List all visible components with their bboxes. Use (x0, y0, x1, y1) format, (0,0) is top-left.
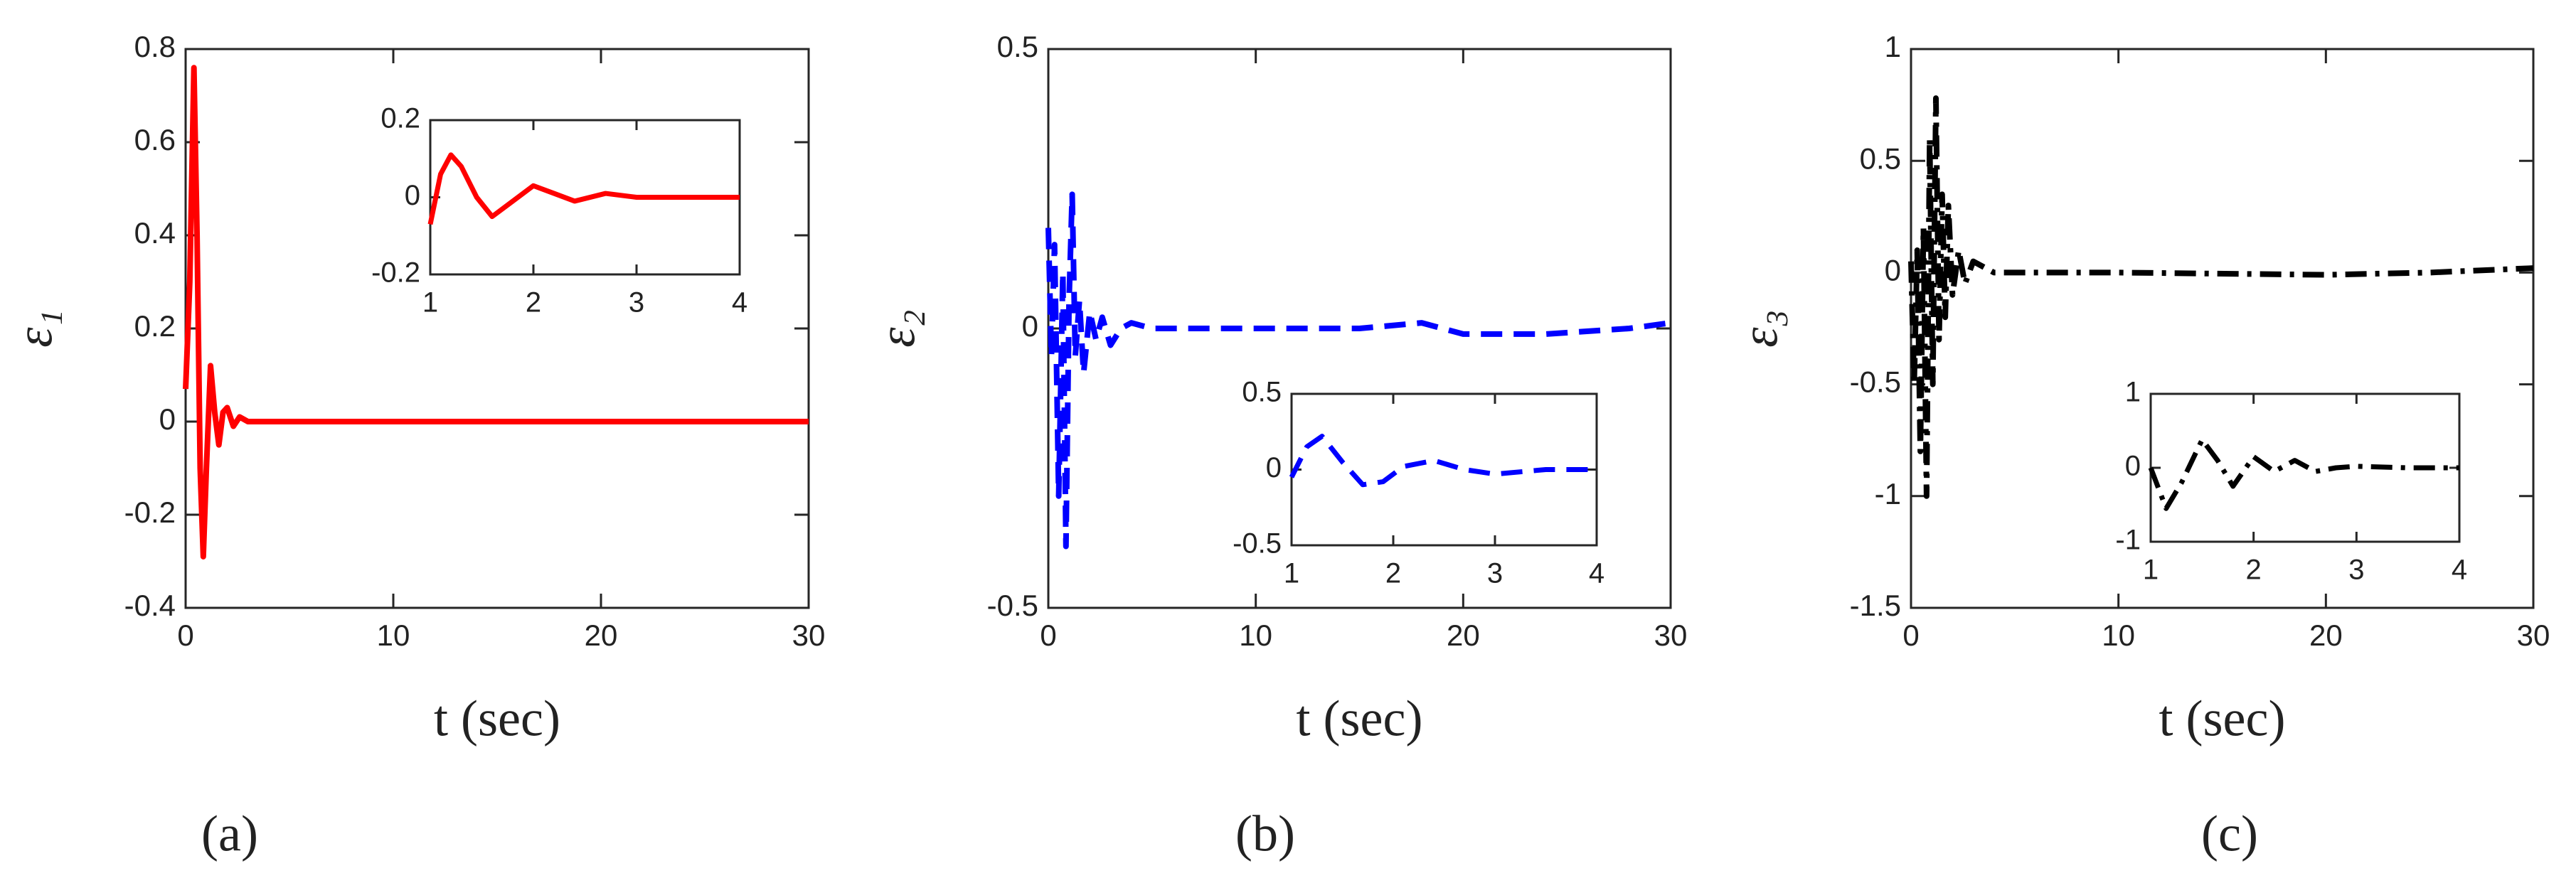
y-tick-label: 0 (159, 402, 176, 436)
x-tick-label: 3 (1487, 558, 1503, 589)
x-tick-label: 30 (1654, 619, 1688, 652)
y-tick-label: 0 (405, 180, 420, 211)
panel-caption: (b) (1235, 805, 1295, 862)
x-tick-label: 4 (1589, 558, 1604, 589)
x-tick-label: 2 (1385, 558, 1401, 589)
x-tick-label: 1 (1284, 558, 1299, 589)
x-tick-label: 30 (2517, 619, 2550, 652)
y-tick-label: 1 (2125, 377, 2141, 408)
y-axis-label: ε₂ (869, 309, 926, 347)
y-tick-label: 0.4 (134, 216, 176, 250)
panel-caption: (c) (2201, 805, 2258, 862)
y-tick-label: 0.2 (134, 309, 176, 343)
x-tick-label: 0 (177, 619, 193, 652)
y-tick-label: -0.2 (371, 257, 420, 289)
x-tick-label: 2 (2246, 555, 2262, 586)
x-tick-label: 10 (1239, 619, 1272, 652)
series-line (2148, 437, 2459, 511)
x-tick-label: 2 (526, 287, 541, 318)
y-tick-label: 0.6 (134, 123, 176, 156)
x-axis-label: t (sec) (1297, 690, 1423, 747)
y-tick-label: -1 (2115, 525, 2141, 556)
series-line (1045, 191, 1671, 550)
x-tick-label: 1 (2143, 555, 2159, 586)
y-tick-label: -1.5 (1850, 589, 1901, 622)
panel-caption: (a) (201, 805, 258, 862)
x-tick-label: 3 (2348, 555, 2364, 586)
x-tick-label: 30 (792, 619, 826, 652)
y-tick-label: -0.5 (1850, 365, 1901, 399)
y-tick-label: 0 (2125, 451, 2141, 482)
x-tick-label: 20 (1447, 619, 1480, 652)
y-axis-label: ε₃ (1732, 309, 1789, 347)
y-tick-label: 0.8 (134, 30, 176, 63)
y-tick-label: 0.2 (380, 103, 420, 134)
y-tick-label: 1 (1885, 30, 1901, 63)
y-tick-label: 0.5 (1242, 377, 1282, 408)
x-tick-label: 1 (422, 287, 438, 318)
x-tick-label: 4 (732, 287, 747, 318)
y-tick-label: -0.5 (987, 589, 1038, 622)
y-tick-label: 0 (1885, 253, 1901, 287)
x-tick-label: 4 (2452, 555, 2467, 586)
y-tick-label: 0 (1022, 309, 1038, 343)
x-axis-label: t (sec) (2159, 690, 2286, 747)
y-tick-label: 0.5 (997, 30, 1038, 63)
x-tick-label: 0 (1040, 619, 1056, 652)
y-tick-label: 0.5 (1860, 141, 1901, 175)
x-tick-label: 10 (2102, 619, 2135, 652)
x-tick-label: 3 (629, 287, 644, 318)
series-line (427, 152, 740, 225)
y-tick-label: -0.2 (124, 496, 176, 529)
x-tick-label: 20 (2309, 619, 2343, 652)
y-tick-label: -1 (1875, 477, 1901, 510)
series-line (1289, 434, 1597, 488)
y-axis-label: ε₁ (6, 309, 63, 347)
y-tick-label: 0 (1266, 452, 1282, 483)
series-line (183, 65, 809, 560)
series-line (1908, 95, 2534, 499)
x-tick-label: 20 (585, 619, 618, 652)
x-axis-label: t (sec) (434, 690, 560, 747)
y-tick-label: -0.5 (1233, 528, 1282, 560)
y-tick-label: -0.4 (124, 589, 176, 622)
x-tick-label: 10 (377, 619, 410, 652)
x-tick-label: 0 (1902, 619, 1919, 652)
